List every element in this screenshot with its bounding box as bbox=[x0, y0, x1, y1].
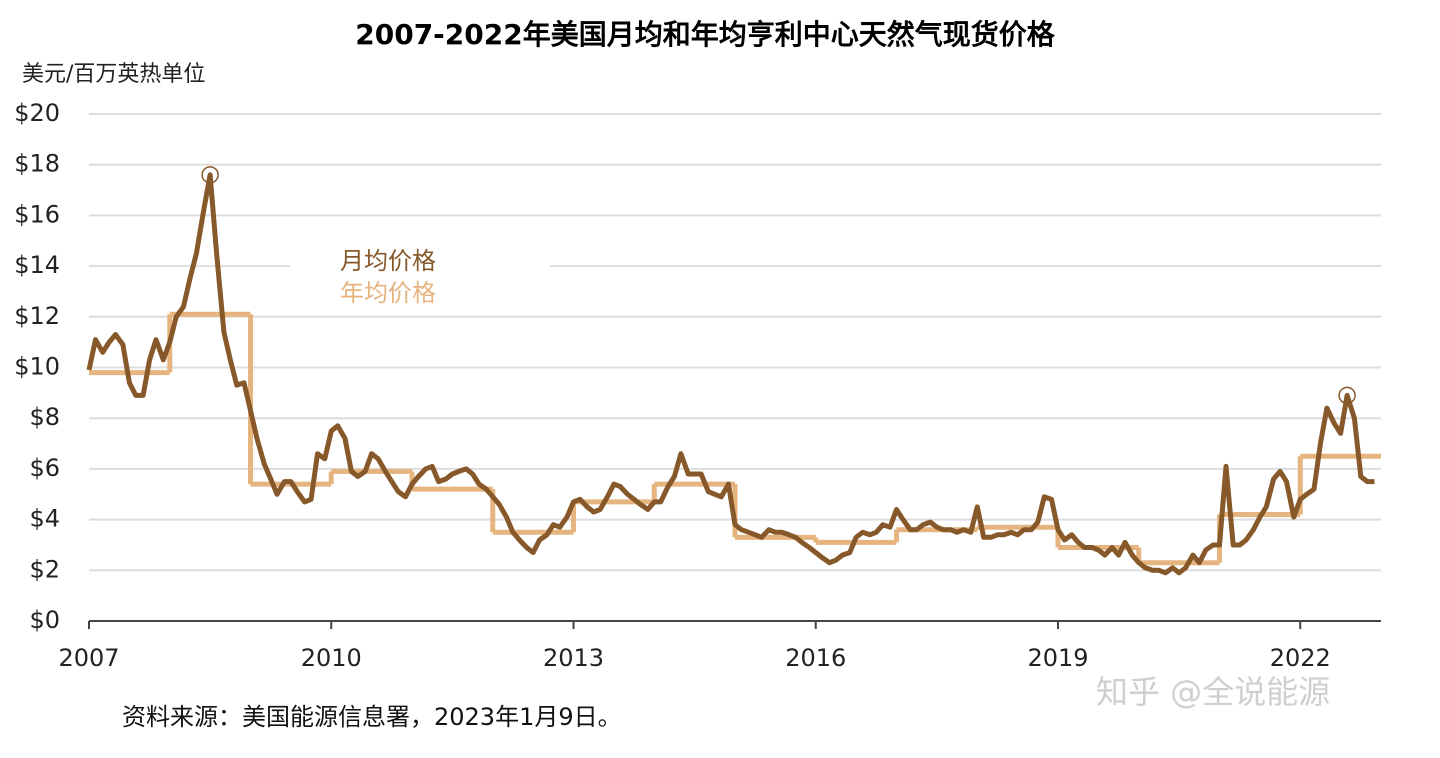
y-tick-label: $16 bbox=[14, 200, 60, 228]
x-tick-label: 2007 bbox=[58, 644, 119, 672]
legend-background bbox=[290, 234, 550, 314]
x-tick-label: 2022 bbox=[1270, 644, 1331, 672]
y-tick-label: $18 bbox=[14, 150, 60, 178]
x-tick-label: 2016 bbox=[785, 644, 846, 672]
x-tick-label: 2010 bbox=[301, 644, 362, 672]
source-note: 资料来源：美国能源信息署，2023年1月9日。 bbox=[122, 703, 622, 731]
x-tick-label: 2019 bbox=[1027, 644, 1088, 672]
y-axis-label: 美元/百万英热单位 bbox=[22, 62, 205, 87]
y-tick-label: $20 bbox=[14, 99, 60, 127]
peak-marker bbox=[201, 166, 219, 184]
monthly-line bbox=[86, 172, 1375, 576]
x-tick-label: 2013 bbox=[543, 644, 604, 672]
y-tick-label: $8 bbox=[29, 403, 60, 431]
y-tick-label: $0 bbox=[29, 606, 60, 634]
y-tick-label: $14 bbox=[14, 251, 60, 279]
y-tick-label: $10 bbox=[14, 353, 60, 381]
legend-entry: 年均价格 bbox=[340, 279, 436, 307]
y-tick-label: $2 bbox=[29, 555, 60, 583]
legend-entry: 月均价格 bbox=[340, 247, 436, 275]
y-tick-label: $4 bbox=[29, 505, 60, 533]
watermark: 知乎 @全说能源 bbox=[1096, 673, 1330, 711]
y-tick-label: $12 bbox=[14, 302, 60, 330]
peak-marker bbox=[1338, 386, 1356, 405]
y-tick-label: $6 bbox=[29, 454, 60, 482]
chart-title: 2007-2022年美国月均和年均亨利中心天然气现货价格 bbox=[355, 18, 1055, 51]
